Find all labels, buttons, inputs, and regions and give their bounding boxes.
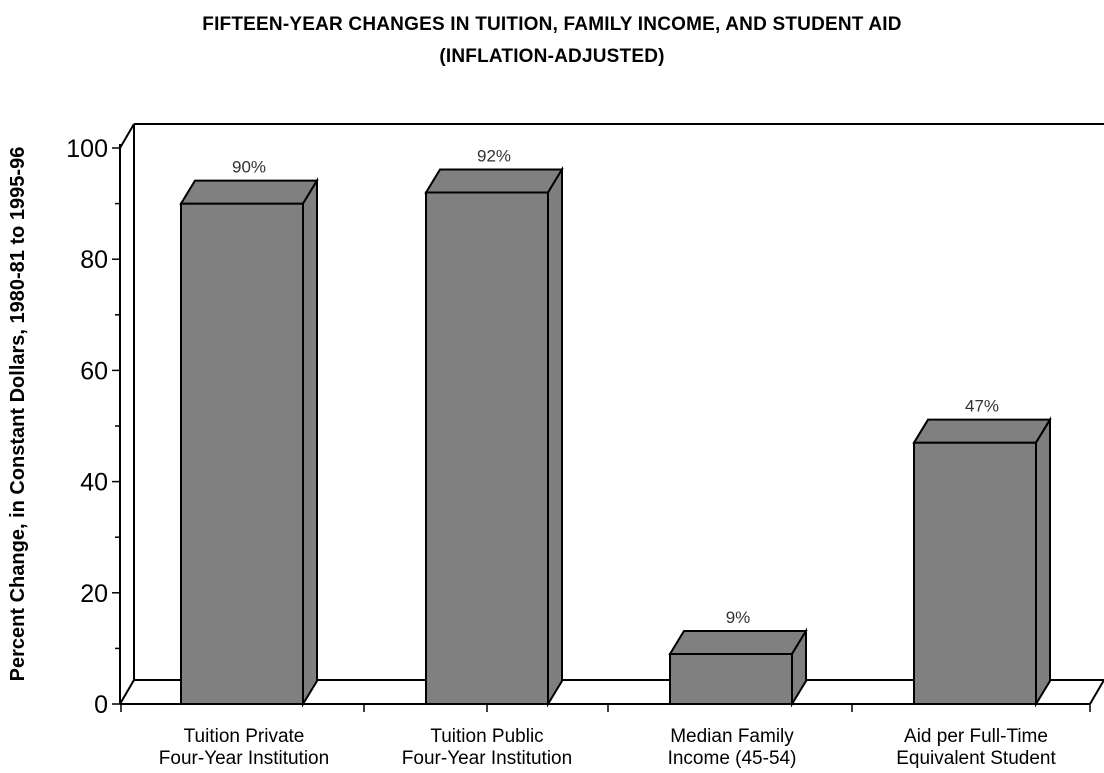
x-tick-label-line: Income (45-54) (668, 748, 797, 769)
chart-title: FIFTEEN-YEAR CHANGES IN TUITION, FAMILY … (202, 14, 902, 35)
x-tick-label-line: Four-Year Institution (159, 748, 329, 769)
bar-side (547, 165, 563, 708)
bar (668, 627, 808, 708)
x-tick-label-line: Equivalent Student (896, 748, 1056, 769)
data-label: 92% (477, 146, 511, 165)
bar (424, 165, 564, 708)
bar-front (669, 652, 793, 706)
bars (179, 165, 1052, 708)
bar-side (1035, 416, 1051, 708)
data-label: 9% (726, 608, 751, 627)
data-label: 47% (965, 397, 999, 416)
x-tick-label-line: Aid per Full-Time (904, 726, 1048, 747)
x-axis: Tuition Private Four-Year InstitutionTuit… (120, 704, 1091, 769)
y-tick-label: 0 (94, 691, 108, 719)
y-axis-top-edge (119, 123, 135, 149)
x-tick-label-line: Four-Year Institution (402, 748, 572, 769)
data-labels: 90% 92% 9% 47% (232, 146, 999, 626)
y-tick-label: 20 (80, 580, 108, 608)
bar-side (302, 177, 318, 708)
x-tick-label-line: Median Family (670, 726, 794, 747)
y-tick-label: 100 (66, 135, 108, 163)
y-tick-label: 60 (80, 357, 108, 385)
x-tick-label: Median Family Income (45-54) (668, 726, 797, 769)
bar-top (912, 418, 1052, 444)
chart-subtitle: (INFLATION-ADJUSTED) (439, 46, 665, 67)
bar-top (668, 629, 808, 655)
bar-top (179, 179, 319, 205)
data-label: 90% (232, 158, 266, 177)
bar (912, 416, 1052, 708)
bar-front (180, 202, 304, 705)
x-tick-label: Tuition Public Four-Year Institution (402, 726, 572, 769)
x-tick-label-line: Tuition Public (430, 726, 543, 747)
floor-right-edge (1089, 679, 1104, 705)
x-tick-label: Tuition Private Four-Year Institution (159, 726, 329, 769)
bar (179, 177, 319, 708)
x-tick-label: Aid per Full-Time Equivalent Student (896, 726, 1056, 769)
bar-front (913, 441, 1037, 705)
y-axis: 0 20 40 60 80 100 (66, 123, 135, 719)
bar-front (425, 191, 549, 705)
bar-top (424, 168, 564, 194)
y-tick-label: 40 (80, 469, 108, 497)
bar-side (791, 627, 807, 708)
x-tick-label-line: Tuition Private (184, 726, 305, 747)
y-axis-label: Percent Change, in Constant Dollars, 198… (7, 147, 29, 682)
y-tick-label: 80 (80, 246, 108, 274)
